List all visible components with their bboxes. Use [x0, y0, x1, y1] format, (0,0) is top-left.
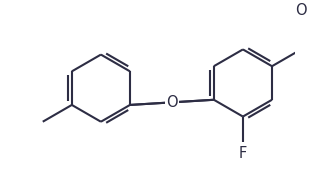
Text: O: O: [295, 3, 307, 18]
Text: F: F: [239, 146, 247, 161]
Text: O: O: [166, 95, 178, 110]
